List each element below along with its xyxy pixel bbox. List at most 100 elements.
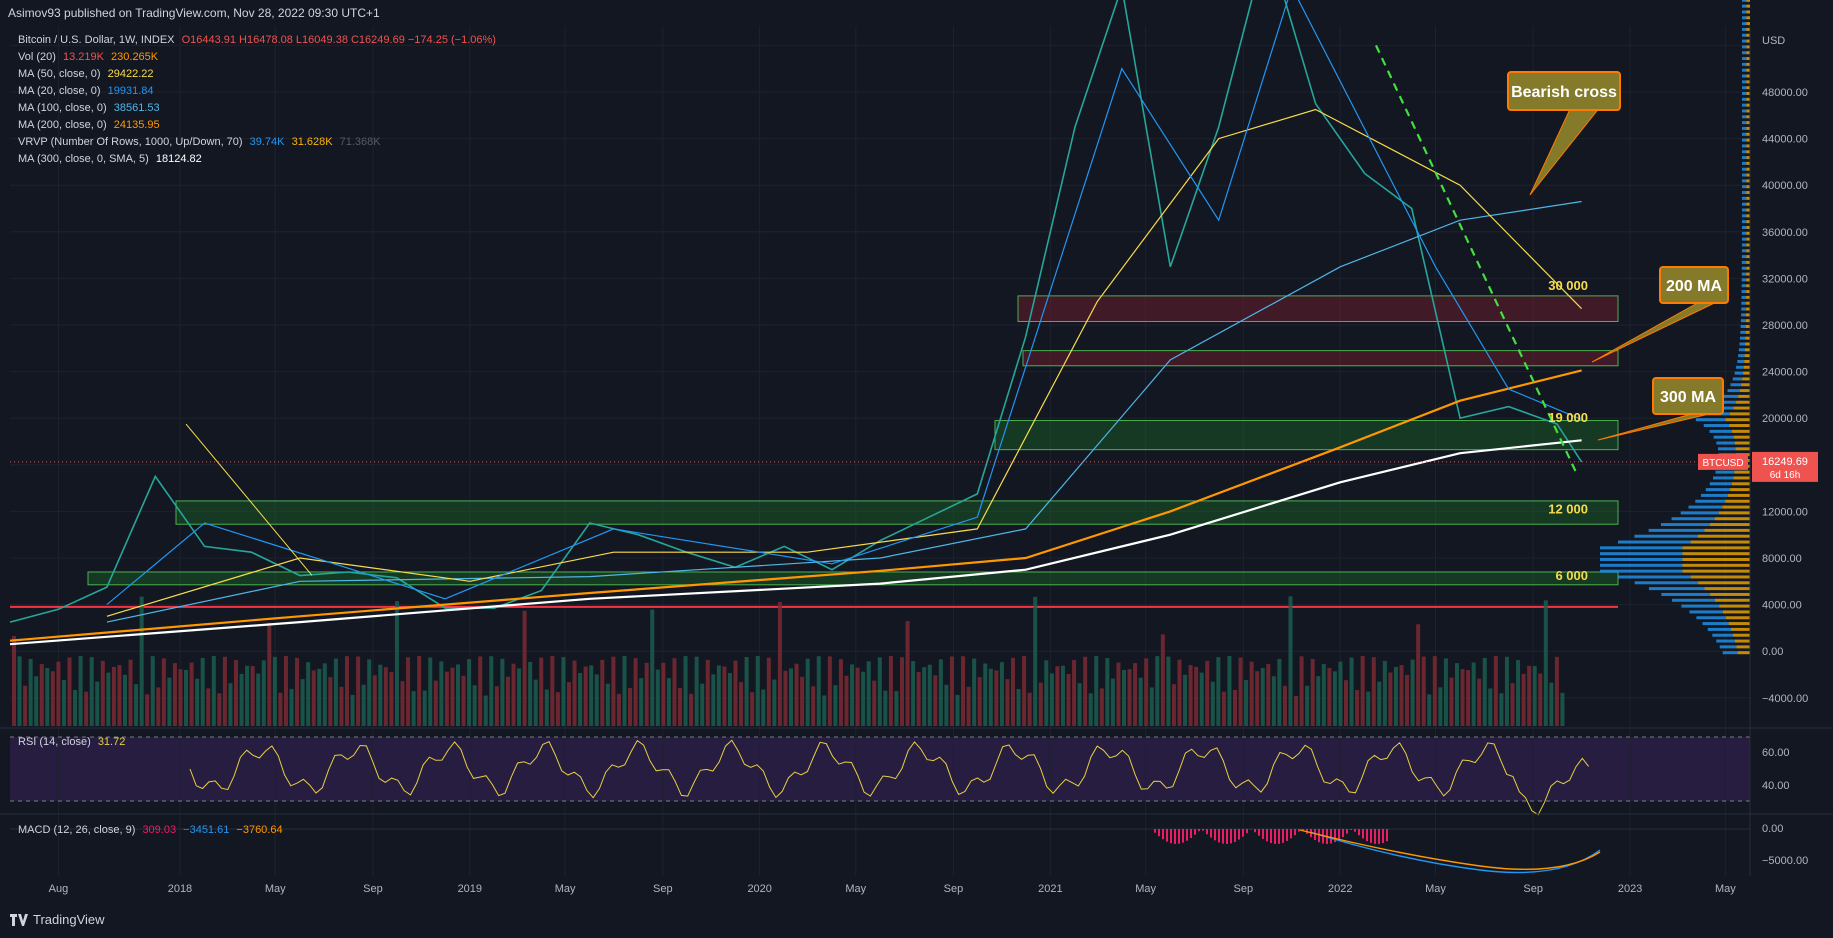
callout-200ma-text: 200 MA <box>1666 278 1722 295</box>
vp-bar-down <box>1745 319 1750 323</box>
volume-bar <box>61 680 66 726</box>
vp-bar-up <box>1661 592 1711 596</box>
volume-bar <box>328 677 333 726</box>
volume-bar <box>394 601 399 726</box>
support-zone-1 <box>1022 350 1619 367</box>
macd-hist-bar <box>1174 829 1176 844</box>
vp-bar-up <box>1741 179 1747 183</box>
volume-bar <box>961 656 966 726</box>
volume-bar <box>428 657 433 726</box>
vp-bar-down <box>1746 74 1750 78</box>
volume-bar <box>100 660 105 726</box>
vp-bar-down <box>1746 92 1750 95</box>
vp-bar-down <box>1745 330 1750 334</box>
volume-bar <box>916 672 921 726</box>
macd-hist-bar <box>1262 829 1264 839</box>
price-tag-symbol-bg <box>1698 453 1748 470</box>
volume-bar <box>1088 693 1093 726</box>
legend-ma50-label: MA (50, close, 0) <box>18 68 101 80</box>
vp-bar-up <box>1741 301 1747 305</box>
time-axis-tick: May <box>265 883 286 895</box>
volume-bar <box>1255 671 1260 726</box>
vp-bar-down <box>1728 622 1750 626</box>
vp-bar-down <box>1746 255 1750 259</box>
volume-bar <box>267 622 272 726</box>
volume-bar <box>478 656 483 726</box>
macd-hist-bar <box>1202 829 1204 831</box>
vp-bar-down <box>1733 476 1750 480</box>
volume-bar <box>628 687 633 726</box>
vp-bar-down <box>1746 290 1750 294</box>
volume-bar <box>167 677 172 726</box>
vp-bar-up <box>1715 470 1735 474</box>
volume-bar <box>949 656 954 726</box>
volume-bar <box>400 681 405 726</box>
vp-bar-down <box>1746 266 1750 270</box>
level-label-6000: 6 000 <box>1555 568 1588 583</box>
volume-bar <box>1005 679 1010 726</box>
volume-bar <box>361 684 366 726</box>
macd-hist-bar <box>1234 829 1236 842</box>
volume-bar <box>800 676 805 726</box>
volume-bar <box>1316 676 1321 726</box>
tradingview-logo[interactable]: TradingView <box>10 912 105 927</box>
volume-bar <box>528 661 533 726</box>
volume-bar <box>1377 681 1382 726</box>
vp-bar-up <box>1741 27 1747 31</box>
volume-bar <box>1166 656 1171 726</box>
vp-bar-up <box>1741 103 1747 107</box>
vp-bar-down <box>1697 534 1750 538</box>
macd-hist-bar <box>1210 829 1212 838</box>
legend-macd-v1: 309.03 <box>142 824 177 836</box>
vp-bar-down <box>1746 115 1750 119</box>
vp-bar-up <box>1723 394 1739 398</box>
vp-bar-up <box>1741 33 1747 37</box>
macd-hist-bar <box>1278 829 1280 844</box>
volume-bar <box>583 666 588 726</box>
volume-bar <box>589 665 594 726</box>
vp-bar-up <box>1741 10 1747 14</box>
price-axis-tick: 24000.00 <box>1762 367 1808 379</box>
vp-bar-down <box>1744 354 1750 358</box>
volume-bar <box>389 672 394 726</box>
volume-bar <box>783 670 788 726</box>
volume-bar <box>672 658 677 726</box>
volume-bar <box>200 658 205 726</box>
volume-bar <box>239 673 244 726</box>
volume-bar <box>600 659 605 726</box>
time-axis-tick: 2018 <box>168 883 192 895</box>
vp-bar-down <box>1746 68 1750 72</box>
publisher-header: Asimov93 published on TradingView.com, N… <box>0 0 1833 26</box>
volume-bar <box>1455 663 1459 726</box>
vp-bar-up <box>1741 167 1747 171</box>
vp-bar-up <box>1696 616 1726 620</box>
volume-bar <box>300 679 305 726</box>
volume-bar <box>422 690 427 726</box>
macd-hist-bar <box>1370 829 1372 843</box>
vp-bar-up <box>1716 639 1735 643</box>
macd-hist-bar <box>1170 829 1172 844</box>
vp-bar-up <box>1716 441 1735 445</box>
volume-bar <box>23 685 28 726</box>
vp-bar-down <box>1746 150 1750 154</box>
volume-bar <box>977 677 982 726</box>
volume-bar <box>633 658 638 726</box>
volume-bar <box>1549 682 1554 726</box>
footer-bar: TradingView <box>0 904 1833 938</box>
volume-bar <box>938 659 943 726</box>
volume-bar <box>28 658 33 726</box>
volume-bar <box>450 667 455 726</box>
volume-bar <box>572 660 577 726</box>
vp-bar-down <box>1682 558 1750 561</box>
vp-bar-down <box>1746 80 1750 84</box>
volume-bar <box>611 656 616 726</box>
volume-bar <box>1366 691 1371 726</box>
vp-bar-down <box>1746 97 1750 101</box>
vp-bar-up <box>1689 610 1723 614</box>
vp-bar-down <box>1746 161 1750 165</box>
ma20-line <box>106 0 1582 606</box>
volume-bar <box>766 657 771 726</box>
time-axis-tick: 2023 <box>1618 883 1642 895</box>
volume-bar <box>439 661 444 726</box>
